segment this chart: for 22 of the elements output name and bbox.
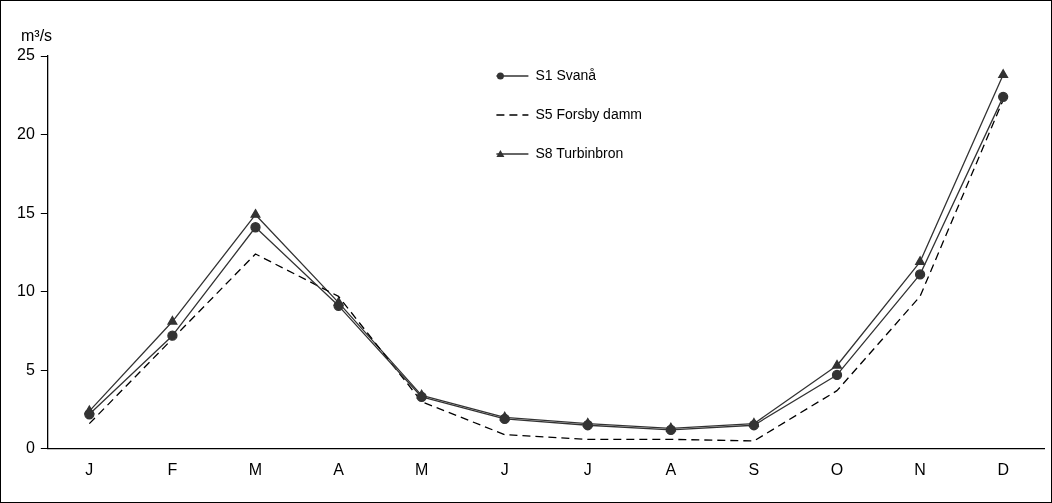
- y-tick-label: 20: [17, 124, 35, 142]
- y-axis-title: m³/s: [21, 27, 53, 44]
- x-tick-label: D: [997, 460, 1009, 478]
- y-tick-label: 5: [25, 360, 35, 378]
- x-tick-label: M: [248, 460, 263, 478]
- legend-label: S8 Turbinbron: [535, 144, 624, 161]
- x-tick-label: M: [414, 460, 429, 478]
- y-tick-label: 0: [25, 439, 35, 457]
- x-tick-label: S: [748, 460, 760, 478]
- x-tick-label: F: [167, 460, 178, 478]
- legend-label: S5 Forsby damm: [535, 105, 642, 122]
- y-tick-label: 10: [17, 282, 35, 300]
- x-tick-label: A: [665, 460, 677, 478]
- x-tick-label: A: [333, 460, 345, 478]
- y-tick-label: 15: [17, 203, 35, 221]
- x-tick-label: J: [500, 460, 509, 478]
- x-tick-label: J: [583, 460, 592, 478]
- x-tick-label: J: [85, 460, 94, 478]
- x-tick-label: O: [830, 460, 844, 478]
- x-tick-label: N: [914, 460, 926, 478]
- legend-label: S1 Svanå: [535, 66, 597, 83]
- y-tick-label: 25: [17, 46, 35, 64]
